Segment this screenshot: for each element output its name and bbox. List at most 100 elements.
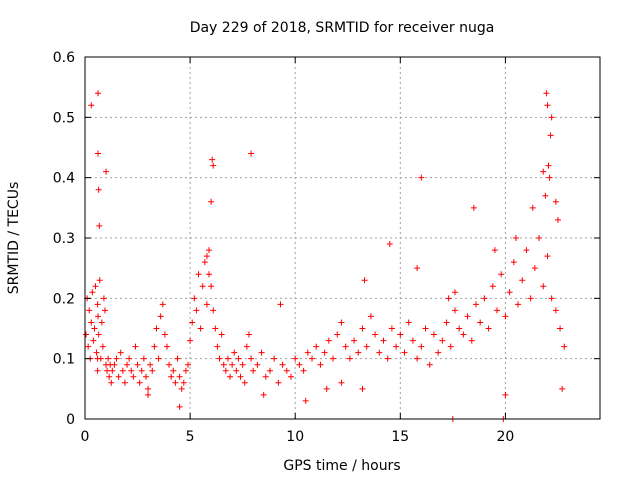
y-tick-label: 0.5 (53, 110, 75, 126)
data-point (90, 337, 97, 344)
data-point (481, 295, 488, 302)
data-point (138, 367, 145, 374)
data-point (502, 313, 509, 320)
data-point (401, 349, 408, 356)
data-point (451, 289, 458, 296)
data-point (106, 373, 113, 380)
data-points (83, 90, 568, 422)
data-point (489, 283, 496, 290)
x-tick-label: 0 (81, 429, 90, 445)
data-point (260, 391, 267, 398)
data-point (325, 337, 332, 344)
data-point (464, 313, 471, 320)
data-point (132, 343, 139, 350)
data-point (229, 361, 236, 368)
data-point (451, 307, 458, 314)
data-point (88, 319, 95, 326)
data-point (134, 361, 141, 368)
data-point (197, 325, 204, 332)
data-point (542, 192, 549, 199)
data-point (414, 355, 421, 362)
data-point (338, 319, 345, 326)
data-point (145, 385, 152, 392)
data-point (477, 319, 484, 326)
data-point (235, 355, 242, 362)
data-point (460, 331, 467, 338)
data-point (101, 307, 108, 314)
data-point (142, 373, 149, 380)
x-axis-label: GPS time / hours (283, 458, 400, 474)
data-point (300, 367, 307, 374)
data-point (409, 337, 416, 344)
data-point (342, 343, 349, 350)
data-point (361, 277, 368, 284)
data-point (206, 271, 213, 278)
data-point (422, 325, 429, 332)
data-point (95, 313, 102, 320)
data-point (178, 385, 185, 392)
data-point (485, 325, 492, 332)
data-point (161, 331, 168, 338)
data-point (201, 259, 208, 266)
data-point (248, 355, 255, 362)
data-point (418, 343, 425, 350)
data-point (157, 313, 164, 320)
data-point (491, 247, 498, 254)
data-point (540, 283, 547, 290)
data-point (176, 403, 183, 410)
data-point (443, 319, 450, 326)
data-point (89, 289, 96, 296)
data-point (85, 343, 92, 350)
data-point (94, 367, 101, 374)
data-point (104, 367, 111, 374)
data-point (140, 355, 147, 362)
data-point (502, 391, 509, 398)
data-point (96, 277, 103, 284)
data-point (117, 349, 124, 356)
data-point (92, 283, 99, 290)
data-point (233, 367, 240, 374)
data-point (546, 174, 553, 181)
data-point (351, 337, 358, 344)
y-tick-label: 0 (66, 412, 75, 428)
data-point (334, 331, 341, 338)
data-point (554, 216, 561, 223)
data-point (136, 379, 143, 386)
data-point (86, 307, 93, 314)
data-point (330, 355, 337, 362)
data-point (527, 295, 534, 302)
data-point (147, 361, 154, 368)
data-point (187, 337, 194, 344)
data-point (262, 373, 269, 380)
data-point (468, 337, 475, 344)
data-point (95, 331, 102, 338)
data-point (124, 361, 131, 368)
plot-frame (84, 56, 601, 420)
data-point (126, 355, 133, 362)
data-point (288, 373, 294, 380)
data-point (552, 198, 559, 205)
data-point (283, 367, 290, 374)
data-point (88, 102, 95, 109)
data-point (302, 397, 309, 404)
data-point (176, 373, 183, 380)
data-point (212, 325, 219, 332)
data-point (130, 373, 137, 380)
data-point (445, 295, 452, 302)
data-point (218, 331, 225, 338)
data-point (561, 343, 568, 350)
data-point (277, 301, 284, 308)
data-point (95, 150, 102, 157)
data-point (531, 265, 538, 272)
data-point (166, 361, 173, 368)
data-point (258, 349, 265, 356)
data-point (210, 307, 217, 314)
data-point (275, 379, 282, 386)
data-point (456, 325, 463, 332)
data-point (237, 373, 244, 380)
data-point (241, 379, 248, 386)
data-point (155, 355, 162, 362)
data-point (418, 174, 425, 181)
data-point (470, 204, 477, 211)
data-point (304, 349, 311, 356)
